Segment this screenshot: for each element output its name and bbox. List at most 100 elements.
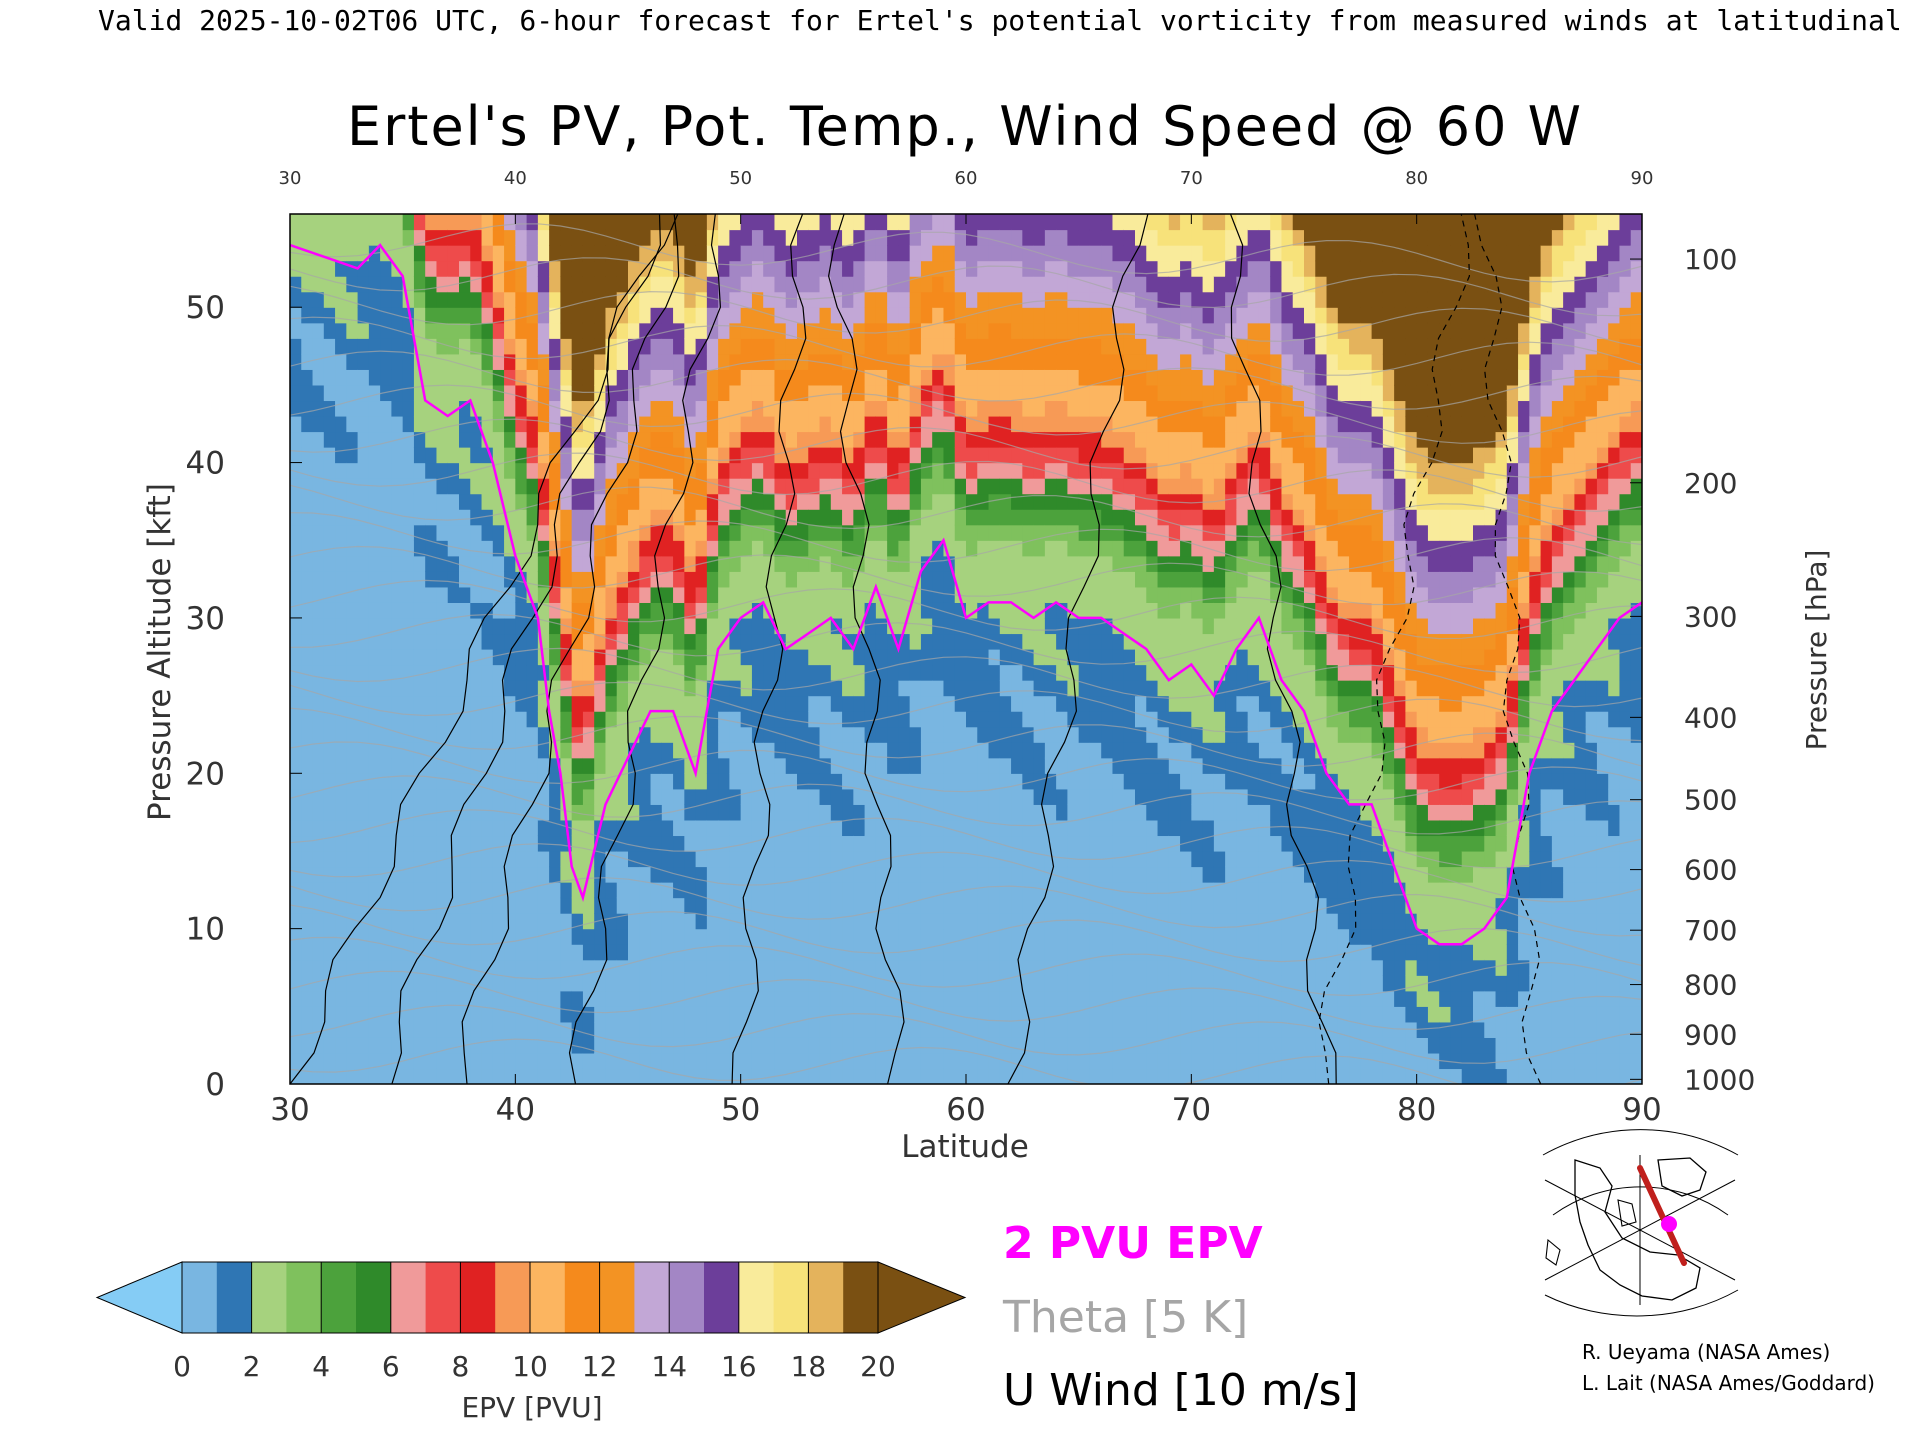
epv-cell: [323, 462, 336, 479]
epv-cell: [380, 773, 392, 790]
epv-cell: [898, 897, 911, 914]
epv-cell: [1056, 788, 1068, 805]
epv-cell: [549, 882, 561, 899]
epv-cell: [594, 882, 607, 899]
epv-cell: [571, 1068, 584, 1084]
epv-cell: [492, 291, 505, 308]
epv-cell: [1101, 1006, 1114, 1023]
epv-cell: [1270, 757, 1283, 774]
epv-cell: [673, 1021, 685, 1038]
epv-cell: [335, 493, 347, 510]
epv-cell: [1101, 338, 1114, 355]
epv-cell: [718, 664, 730, 681]
epv-cell: [988, 245, 1001, 262]
epv-cell: [943, 928, 956, 945]
epv-cell: [887, 447, 899, 464]
epv-cell: [875, 959, 888, 976]
epv-cell: [391, 726, 404, 743]
epv-cell: [1033, 353, 1046, 370]
epv-cell: [943, 913, 956, 930]
epv-cell: [977, 1006, 990, 1023]
epv-cell: [1225, 1037, 1237, 1054]
epv-cell: [853, 229, 866, 246]
epv-cell: [751, 866, 764, 883]
epv-cell: [966, 897, 978, 914]
epv-cell: [763, 1037, 776, 1054]
epv-cell: [740, 540, 753, 557]
epv-cell: [492, 493, 505, 510]
epv-cell: [740, 415, 753, 433]
epv-cell: [470, 1006, 483, 1023]
epv-cell: [673, 524, 685, 541]
epv-cell: [763, 649, 776, 666]
epv-cell: [1123, 447, 1136, 464]
epv-cell: [729, 649, 742, 666]
epv-cell: [797, 214, 809, 231]
epv-cell: [1044, 617, 1057, 635]
epv-cell: [1247, 493, 1260, 510]
epv-cell: [582, 975, 595, 992]
epv-cell: [943, 1052, 956, 1070]
epv-cell: [943, 742, 956, 759]
epv-cell: [751, 214, 764, 231]
epv-cell: [774, 835, 787, 852]
epv-cell: [932, 214, 945, 231]
epv-cell: [943, 493, 956, 510]
epv-cell: [1135, 866, 1147, 883]
epv-cell: [1247, 586, 1260, 603]
epv-cell: [402, 214, 415, 231]
epv-cell: [718, 1052, 730, 1070]
epv-cell: [977, 850, 990, 868]
epv-cell: [1191, 850, 1204, 868]
epv-cell: [481, 975, 494, 992]
epv-cell: [977, 1052, 990, 1070]
epv-cell: [504, 229, 516, 246]
epv-cell: [943, 897, 956, 914]
epv-cell: [718, 913, 730, 930]
epv-cell: [549, 757, 561, 774]
epv-cell: [1101, 788, 1114, 805]
epv-cell: [966, 338, 978, 355]
epv-cell: [842, 835, 854, 852]
epv-cell: [515, 819, 528, 837]
epv-cell: [1112, 1006, 1125, 1023]
epv-cell: [1101, 1021, 1114, 1038]
epv-cell: [909, 462, 922, 479]
epv-cell: [706, 726, 719, 743]
epv-cell: [977, 322, 990, 339]
epv-cell: [695, 959, 708, 976]
epv-cell: [853, 509, 866, 526]
epv-cell: [1281, 633, 1294, 650]
epv-cell: [819, 928, 832, 945]
epv-cell: [661, 571, 674, 588]
epv-cell: [830, 462, 843, 479]
epv-cell: [1191, 944, 1204, 961]
epv-cell: [729, 959, 742, 976]
epv-cell: [515, 431, 528, 448]
epv-cell: [357, 214, 370, 231]
epv-cell: [1236, 415, 1249, 433]
epv-cell: [673, 431, 685, 448]
epv-cell: [853, 664, 866, 681]
epv-cell: [887, 540, 899, 557]
epv-cell: [1022, 214, 1035, 231]
epv-cell: [1157, 400, 1170, 417]
epv-cell: [695, 804, 708, 821]
epv-cell: [515, 245, 528, 262]
epv-cell: [650, 773, 663, 790]
epv-cell: [842, 1052, 854, 1070]
epv-cell: [560, 975, 573, 992]
epv-cell: [549, 462, 561, 479]
epv-cell: [729, 664, 742, 681]
epv-cell: [1247, 944, 1260, 961]
epv-cell: [751, 1068, 764, 1084]
epv-cell: [650, 664, 663, 681]
epv-cell: [1270, 1068, 1283, 1084]
epv-cell: [380, 928, 392, 945]
epv-cell: [391, 369, 404, 386]
epv-cell: [966, 1037, 978, 1054]
epv-cell: [504, 866, 516, 883]
epv-cell: [639, 804, 652, 821]
epv-cell: [718, 695, 730, 712]
epv-cell: [1067, 447, 1080, 464]
